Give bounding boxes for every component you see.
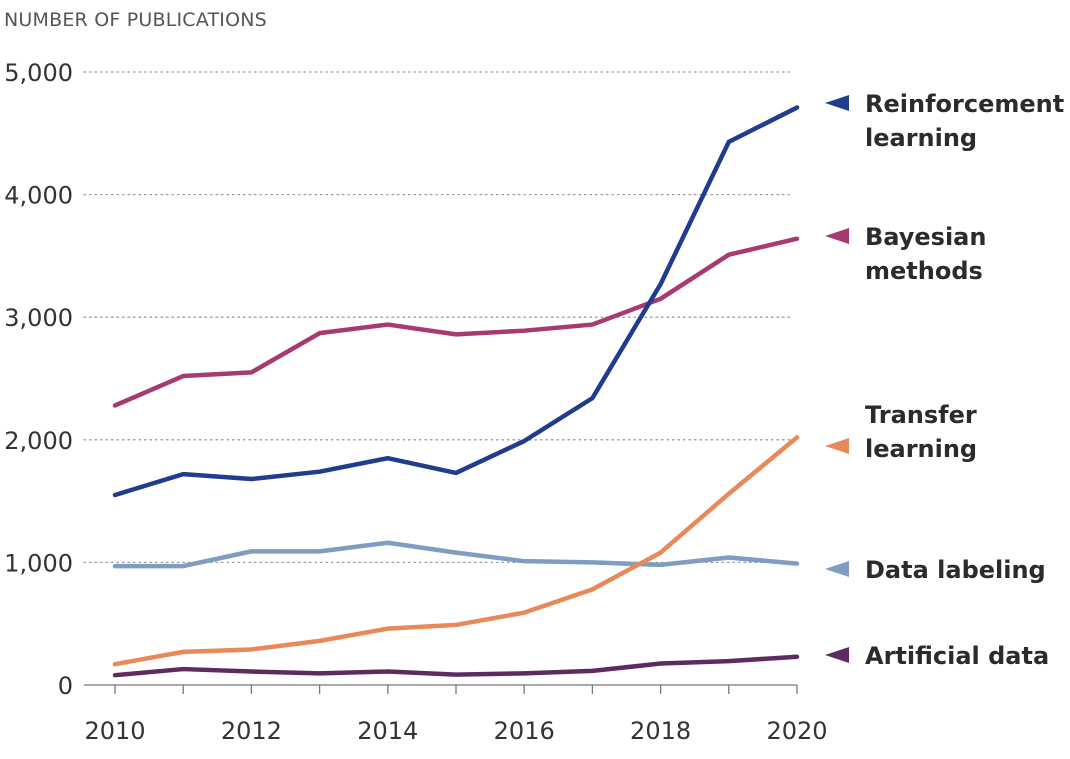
- reinforcement-learning-label: Reinforcement: [865, 90, 1064, 118]
- transfer-learning-label: learning: [865, 435, 977, 463]
- bayesian-methods-label: Bayesian: [865, 223, 986, 251]
- x-tick-label: 2014: [357, 717, 418, 745]
- y-tick-label: 4,000: [4, 182, 73, 210]
- series-lines: [112, 105, 800, 678]
- gridlines: [83, 71, 793, 564]
- y-tick-label: 3,000: [4, 304, 73, 332]
- x-tick-label: 2012: [221, 717, 282, 745]
- artificial-data-line: [112, 654, 800, 678]
- x-tick-label: 2020: [766, 717, 827, 745]
- transfer-learning-line: [112, 435, 800, 667]
- data-labeling-marker: [825, 561, 849, 577]
- x-tick-labels: 2010 2012 2014 2016 2018 2020: [84, 717, 827, 745]
- bayesian-methods-marker: [825, 228, 849, 244]
- x-axis: [84, 684, 798, 694]
- y-tick-label: 1,000: [4, 549, 73, 577]
- series-labels: Reinforcement learning Bayesian methods Tran…: [825, 90, 1064, 670]
- bayesian-methods-label: methods: [865, 257, 983, 285]
- reinforcement-learning-marker: [825, 95, 849, 111]
- y-axis-title: NUMBER OF PUBLICATIONS: [4, 9, 267, 31]
- x-tick-label: 2018: [630, 717, 691, 745]
- y-tick-label: 5,000: [4, 59, 73, 87]
- x-tick-label: 2016: [494, 717, 555, 745]
- reinforcement-learning-line: [112, 105, 800, 498]
- reinforcement-learning-label: learning: [865, 124, 977, 152]
- artificial-data-label: Artificial data: [865, 642, 1049, 670]
- transfer-learning-label: Transfer: [865, 401, 977, 429]
- data-labeling-line: [112, 540, 800, 569]
- y-tick-labels: 0 1,000 2,000 3,000 4,000 5,000: [4, 59, 73, 700]
- y-tick-label: 0: [58, 672, 73, 700]
- bayesian-methods-line: [112, 236, 800, 408]
- transfer-learning-marker: [825, 438, 849, 454]
- data-labeling-label: Data labeling: [865, 556, 1046, 584]
- x-tick-label: 2010: [84, 717, 145, 745]
- artificial-data-marker: [825, 647, 849, 663]
- y-tick-label: 2,000: [4, 427, 73, 455]
